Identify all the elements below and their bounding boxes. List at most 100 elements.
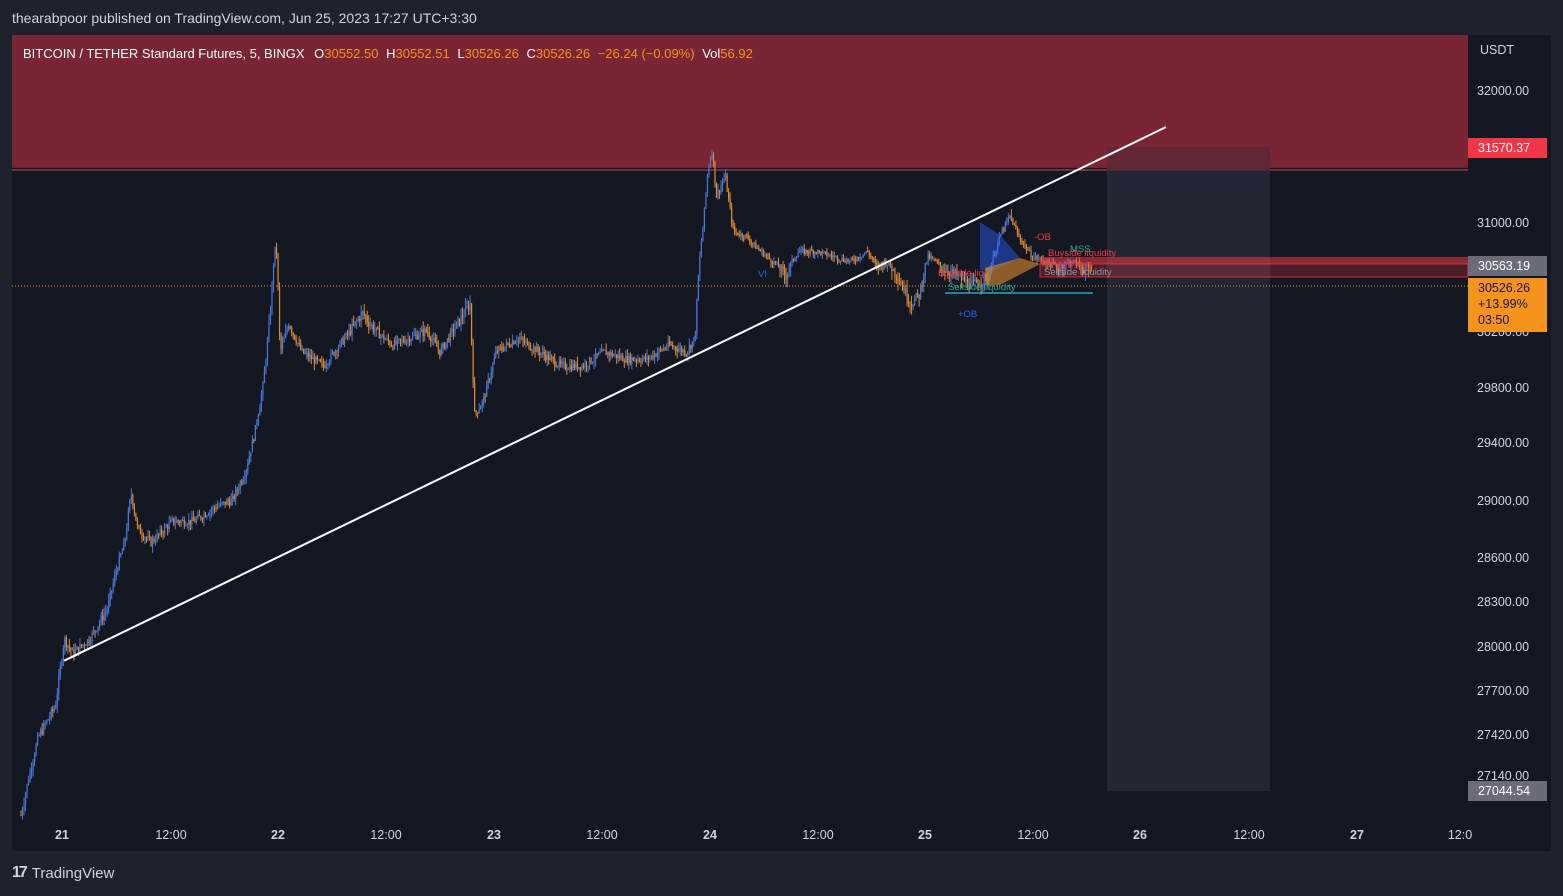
candle-body [790, 262, 792, 269]
candle-body [855, 260, 857, 262]
symbol-name[interactable]: BITCOIN / TETHER Standard Futures, 5, BI… [23, 46, 305, 61]
candle-body [549, 356, 551, 361]
annotation-label: -OB [1034, 232, 1051, 243]
candle-body [582, 365, 585, 368]
candle-body [747, 235, 749, 240]
candle-body [1025, 245, 1028, 250]
candle-body [227, 500, 229, 502]
candle-body [520, 337, 523, 339]
candle-body [377, 327, 379, 329]
candle-body [768, 255, 771, 259]
time-tick-label: 12:0 [1448, 828, 1472, 842]
candle-body [998, 236, 1000, 243]
candle-body [953, 269, 955, 274]
candle-body [303, 348, 305, 354]
candle-body [103, 614, 105, 621]
candle-body [162, 533, 164, 535]
candle-body [963, 276, 966, 282]
candle-body [663, 348, 665, 351]
candle-body [1063, 265, 1065, 269]
candle-body [392, 346, 394, 349]
candle-body [194, 520, 196, 523]
candle-body [1016, 228, 1019, 234]
low-price-badge-text: 27044.54 [1478, 784, 1530, 798]
candle-body [495, 351, 497, 358]
candle-body [91, 632, 93, 643]
candle-body [622, 355, 624, 362]
candle-body [77, 646, 80, 653]
candle-body [507, 342, 509, 344]
candle-body [145, 537, 148, 539]
candle-body [675, 346, 677, 350]
high-price-badge [1468, 138, 1547, 158]
candle-body [817, 250, 819, 254]
time-tick-label: 12:00 [1017, 828, 1048, 842]
candle-body [802, 248, 804, 250]
candle-body [109, 592, 111, 601]
tradingview-brand[interactable]: 17 TradingView [12, 864, 114, 882]
candle-body [581, 365, 583, 370]
candle-body [259, 407, 261, 416]
candle-body [401, 339, 403, 341]
candle-body [711, 154, 713, 160]
candle-body [38, 735, 40, 736]
candle-body [477, 412, 479, 414]
candle-body [313, 357, 315, 364]
candle-body [126, 528, 128, 539]
candle-body [372, 324, 374, 332]
candle-body [640, 361, 642, 363]
candle-body [43, 723, 45, 735]
publisher-header: thearabpoor published on TradingView.com… [12, 10, 477, 26]
candle-body [644, 356, 647, 360]
candle-body [365, 315, 367, 317]
candle-body [396, 338, 399, 344]
candle-body [932, 256, 934, 259]
candle-body [168, 522, 170, 529]
candle-body [534, 346, 536, 353]
candle-body [959, 273, 961, 275]
candle-body [653, 354, 656, 359]
candle-body [484, 396, 486, 398]
candle-body [734, 226, 736, 232]
candle-body [715, 183, 718, 198]
candle-body [29, 771, 31, 782]
candle-body [133, 505, 135, 513]
candle-body [486, 383, 488, 397]
candle-body [176, 520, 178, 523]
candle-body [357, 318, 359, 321]
candle-body [198, 514, 201, 517]
candle-body [422, 329, 424, 336]
candle-body [108, 600, 110, 610]
candle-body [856, 257, 858, 261]
candle-body [614, 354, 616, 356]
candle-body [204, 514, 207, 518]
candle-body [561, 362, 563, 364]
candle-body [80, 644, 83, 647]
current-price-badge-text: +13.99% [1478, 297, 1528, 311]
candle-body [85, 645, 87, 647]
candle-body [24, 794, 27, 805]
candle-body [788, 268, 790, 274]
price-axis[interactable] [1468, 35, 1551, 851]
candle-body [913, 298, 916, 306]
candle-body [873, 259, 875, 260]
candle-body [785, 275, 787, 280]
candle-body [941, 266, 943, 272]
volume-profile-orange [985, 258, 1040, 285]
candle-body [880, 262, 882, 264]
candle-body [324, 366, 326, 368]
candle-body [504, 346, 506, 351]
candle-body [387, 338, 390, 342]
candle-body [135, 512, 137, 521]
annotation-label: Sellside liquidity [1044, 267, 1112, 278]
candle-body [995, 250, 997, 256]
candle-body [718, 190, 721, 193]
candle-body [478, 409, 480, 413]
open-label: O [314, 46, 325, 61]
candle-body [315, 357, 317, 364]
price-tick-label: 28000.00 [1477, 640, 1529, 654]
candle-body [669, 341, 671, 345]
candle-body [386, 338, 388, 340]
candle-body [383, 334, 385, 340]
